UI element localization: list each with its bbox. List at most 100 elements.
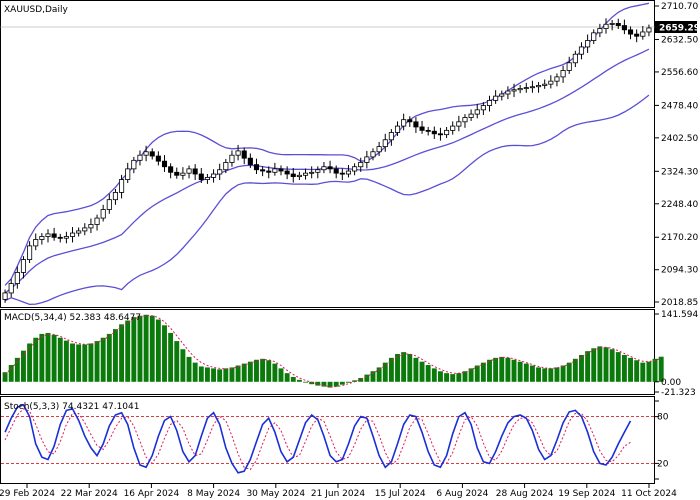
- candle-body: [431, 130, 437, 135]
- macd-bar: [137, 315, 143, 382]
- macd-bar: [63, 340, 69, 382]
- candle-body: [529, 86, 535, 89]
- macd-bar: [39, 333, 45, 382]
- macd-bar: [321, 381, 327, 387]
- candle-body: [284, 170, 290, 175]
- x-tick-label: 11 Oct 2024: [621, 489, 677, 499]
- macd-bar: [100, 337, 106, 382]
- candle-body: [266, 170, 272, 173]
- macd-bar: [536, 367, 542, 382]
- macd-bar: [186, 356, 192, 382]
- stoch-tick-label: 20: [657, 459, 669, 469]
- current-price-box: [655, 21, 697, 33]
- candle-body: [327, 166, 333, 170]
- candle-body: [333, 168, 339, 174]
- candle-body: [27, 245, 33, 260]
- x-tick-label: 22 Mar 2024: [61, 489, 118, 499]
- stoch-label: Stoch(5,3,3) 74.4321 47.1041: [4, 402, 139, 412]
- candle-body: [82, 227, 88, 232]
- macd-bar: [290, 377, 296, 382]
- macd-bar: [229, 367, 235, 382]
- candle-body: [634, 33, 640, 37]
- candle-body: [382, 139, 388, 148]
- macd-bar: [609, 349, 615, 382]
- candle-body: [180, 172, 186, 176]
- bollinger-upper-line: [4, 2, 650, 286]
- candle-body: [119, 179, 125, 193]
- macd-bar: [254, 359, 259, 382]
- macd-bar: [168, 332, 174, 382]
- macd-bar: [45, 332, 51, 382]
- candle-body: [627, 29, 634, 35]
- x-tick-label: 8 May 2024: [187, 489, 240, 499]
- macd-bar: [419, 361, 425, 382]
- stoch-main-line: [4, 403, 632, 474]
- candle-body: [352, 166, 358, 172]
- macd-tick-label: 0.00: [661, 378, 681, 388]
- macd-bar: [14, 357, 20, 382]
- candle-body: [155, 155, 161, 162]
- x-tick-label: 21 Jun 2024: [311, 489, 365, 499]
- candle-body: [425, 129, 431, 132]
- candle-body: [290, 173, 296, 177]
- candle-body: [437, 133, 443, 136]
- macd-bar: [76, 344, 82, 382]
- macd-bar: [437, 371, 443, 382]
- macd-bar: [57, 337, 63, 382]
- candle-body: [174, 171, 180, 176]
- macd-bar: [119, 324, 125, 382]
- macd-tick-label: 141.594: [661, 310, 698, 320]
- candle-body: [296, 174, 302, 177]
- candle-body: [609, 23, 615, 25]
- macd-bar: [444, 373, 450, 382]
- macd-bar: [339, 381, 345, 385]
- candle-body: [33, 239, 39, 247]
- macd-bar: [646, 361, 652, 382]
- macd-bar: [388, 357, 394, 382]
- candle-body: [591, 32, 597, 41]
- macd-bar: [260, 358, 266, 382]
- candle-body: [278, 168, 284, 172]
- candle-body: [51, 233, 57, 238]
- price-tick-label: 2710.70: [661, 2, 698, 12]
- macd-bar: [431, 368, 437, 382]
- price-tick-label: 2324.30: [661, 167, 698, 177]
- macd-bar: [425, 365, 431, 382]
- macd-bar: [462, 371, 468, 382]
- candle-body: [486, 100, 493, 106]
- x-tick-label: 15 Jul 2024: [375, 489, 426, 499]
- macd-bar: [162, 325, 167, 382]
- macd-bar: [149, 315, 155, 382]
- candle-body: [462, 117, 468, 123]
- candle-body: [615, 23, 621, 26]
- candle-body: [143, 151, 149, 156]
- macd-bar: [370, 371, 376, 382]
- candle-body: [131, 159, 137, 170]
- macd-bar: [554, 367, 560, 382]
- macd-bar: [542, 368, 548, 382]
- candle-body: [112, 192, 118, 201]
- candle-body: [260, 169, 266, 172]
- candle-body: [8, 283, 14, 294]
- candle-body: [585, 40, 591, 48]
- candle-body: [554, 76, 560, 82]
- macd-bar: [125, 320, 131, 382]
- macd-bar: [217, 369, 223, 382]
- candle-body: [339, 172, 345, 175]
- macd-bar: [333, 381, 339, 387]
- candle-body: [309, 171, 315, 174]
- macd-bar: [487, 359, 492, 382]
- macd-bar: [615, 352, 621, 382]
- candle-body: [63, 236, 69, 239]
- candle-body: [247, 157, 253, 165]
- candle-body: [597, 28, 603, 34]
- macd-bar: [235, 365, 241, 382]
- macd-bar: [346, 381, 351, 383]
- macd-bar: [309, 381, 315, 385]
- candle-body: [640, 31, 646, 37]
- macd-bar: [284, 373, 290, 382]
- candle-body: [14, 272, 20, 284]
- bollinger-middle-line: [4, 48, 650, 294]
- candle-body: [499, 93, 505, 97]
- candle-body: [646, 27, 652, 33]
